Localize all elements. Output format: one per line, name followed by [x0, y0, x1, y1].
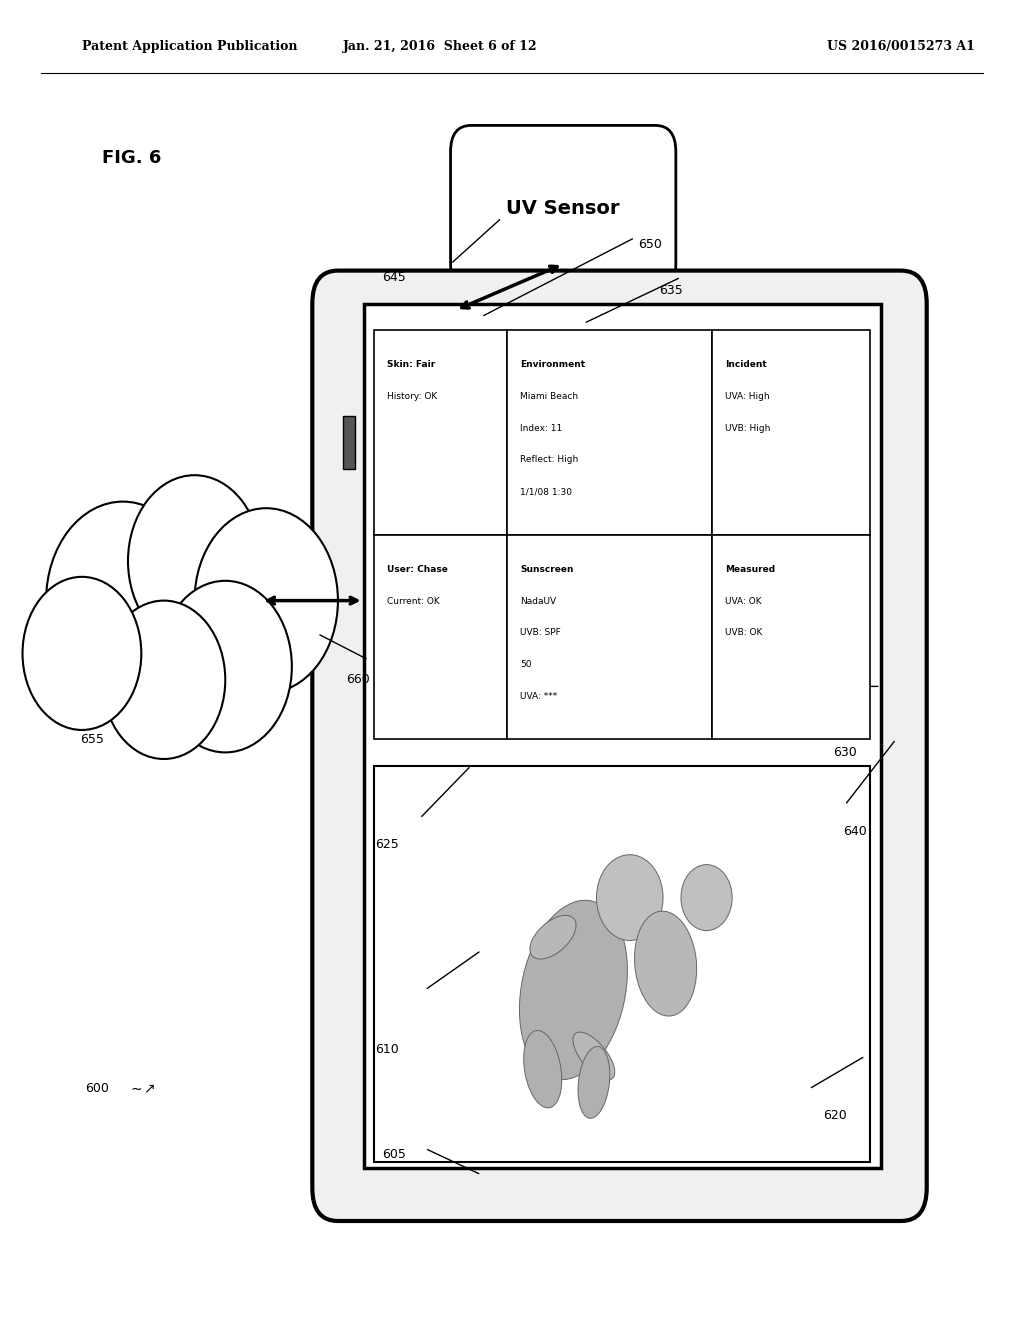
Ellipse shape	[519, 900, 628, 1080]
Text: UVB: SPF: UVB: SPF	[520, 628, 561, 638]
Text: 620: 620	[822, 1109, 847, 1122]
Text: Sunscreen: Sunscreen	[520, 565, 573, 574]
Text: 655: 655	[80, 733, 104, 746]
Text: Index: 11: Index: 11	[520, 424, 562, 433]
Text: 650: 650	[638, 238, 663, 251]
FancyBboxPatch shape	[507, 330, 712, 535]
Text: 610: 610	[375, 1043, 399, 1056]
Circle shape	[128, 475, 261, 647]
Text: Incident: Incident	[725, 360, 767, 370]
Text: 1/1/08 1:30: 1/1/08 1:30	[520, 487, 572, 496]
Text: 665: 665	[397, 389, 422, 403]
Text: Jan. 21, 2016  Sheet 6 of 12: Jan. 21, 2016 Sheet 6 of 12	[343, 40, 538, 53]
Circle shape	[159, 581, 292, 752]
Text: 625: 625	[375, 838, 399, 851]
Circle shape	[102, 601, 225, 759]
Text: Skin: Fair: Skin: Fair	[387, 360, 435, 370]
Text: Patent Application Publication: Patent Application Publication	[82, 40, 297, 53]
Text: Reflect: High: Reflect: High	[520, 455, 579, 465]
Text: 50: 50	[520, 660, 531, 669]
Ellipse shape	[681, 865, 732, 931]
Text: Environment: Environment	[520, 360, 586, 370]
Text: 640: 640	[843, 825, 867, 838]
Text: Current: OK: Current: OK	[387, 597, 440, 606]
FancyBboxPatch shape	[374, 330, 507, 535]
Text: UVA: ***: UVA: ***	[520, 692, 557, 701]
FancyBboxPatch shape	[712, 330, 870, 535]
Text: 635: 635	[658, 284, 683, 297]
Ellipse shape	[529, 915, 577, 960]
Text: NadaUV: NadaUV	[520, 597, 556, 606]
Circle shape	[195, 508, 338, 693]
FancyBboxPatch shape	[712, 535, 870, 739]
FancyBboxPatch shape	[507, 535, 712, 739]
Ellipse shape	[635, 911, 696, 1016]
Circle shape	[46, 502, 200, 700]
Text: 605: 605	[382, 1148, 407, 1162]
Text: $\sim\!\!\nearrow$: $\sim\!\!\nearrow$	[128, 1082, 155, 1096]
Text: 600: 600	[85, 1082, 110, 1096]
FancyBboxPatch shape	[374, 535, 507, 739]
FancyBboxPatch shape	[312, 271, 927, 1221]
Text: 660: 660	[346, 673, 371, 686]
Ellipse shape	[578, 1047, 610, 1118]
Circle shape	[23, 577, 141, 730]
Text: History: OK: History: OK	[387, 392, 437, 401]
Text: User: Chase: User: Chase	[387, 565, 447, 574]
Text: Miami Beach: Miami Beach	[520, 392, 579, 401]
Text: UVA: High: UVA: High	[725, 392, 770, 401]
Bar	[364, 304, 881, 1168]
Text: UV Sensor: UV Sensor	[507, 199, 620, 218]
Text: 645: 645	[382, 271, 407, 284]
Text: UVA: OK: UVA: OK	[725, 597, 762, 606]
Ellipse shape	[596, 855, 664, 940]
Ellipse shape	[523, 1031, 562, 1107]
Text: UVB: High: UVB: High	[725, 424, 770, 433]
Text: 630: 630	[833, 746, 857, 759]
Text: UVB: OK: UVB: OK	[725, 628, 762, 638]
Bar	[374, 766, 870, 1162]
Text: US 2016/0015273 A1: US 2016/0015273 A1	[827, 40, 975, 53]
Text: Measured: Measured	[725, 565, 775, 574]
FancyBboxPatch shape	[451, 125, 676, 290]
Ellipse shape	[573, 1032, 614, 1080]
Text: FIG. 6: FIG. 6	[102, 149, 162, 168]
Bar	[343, 416, 355, 469]
